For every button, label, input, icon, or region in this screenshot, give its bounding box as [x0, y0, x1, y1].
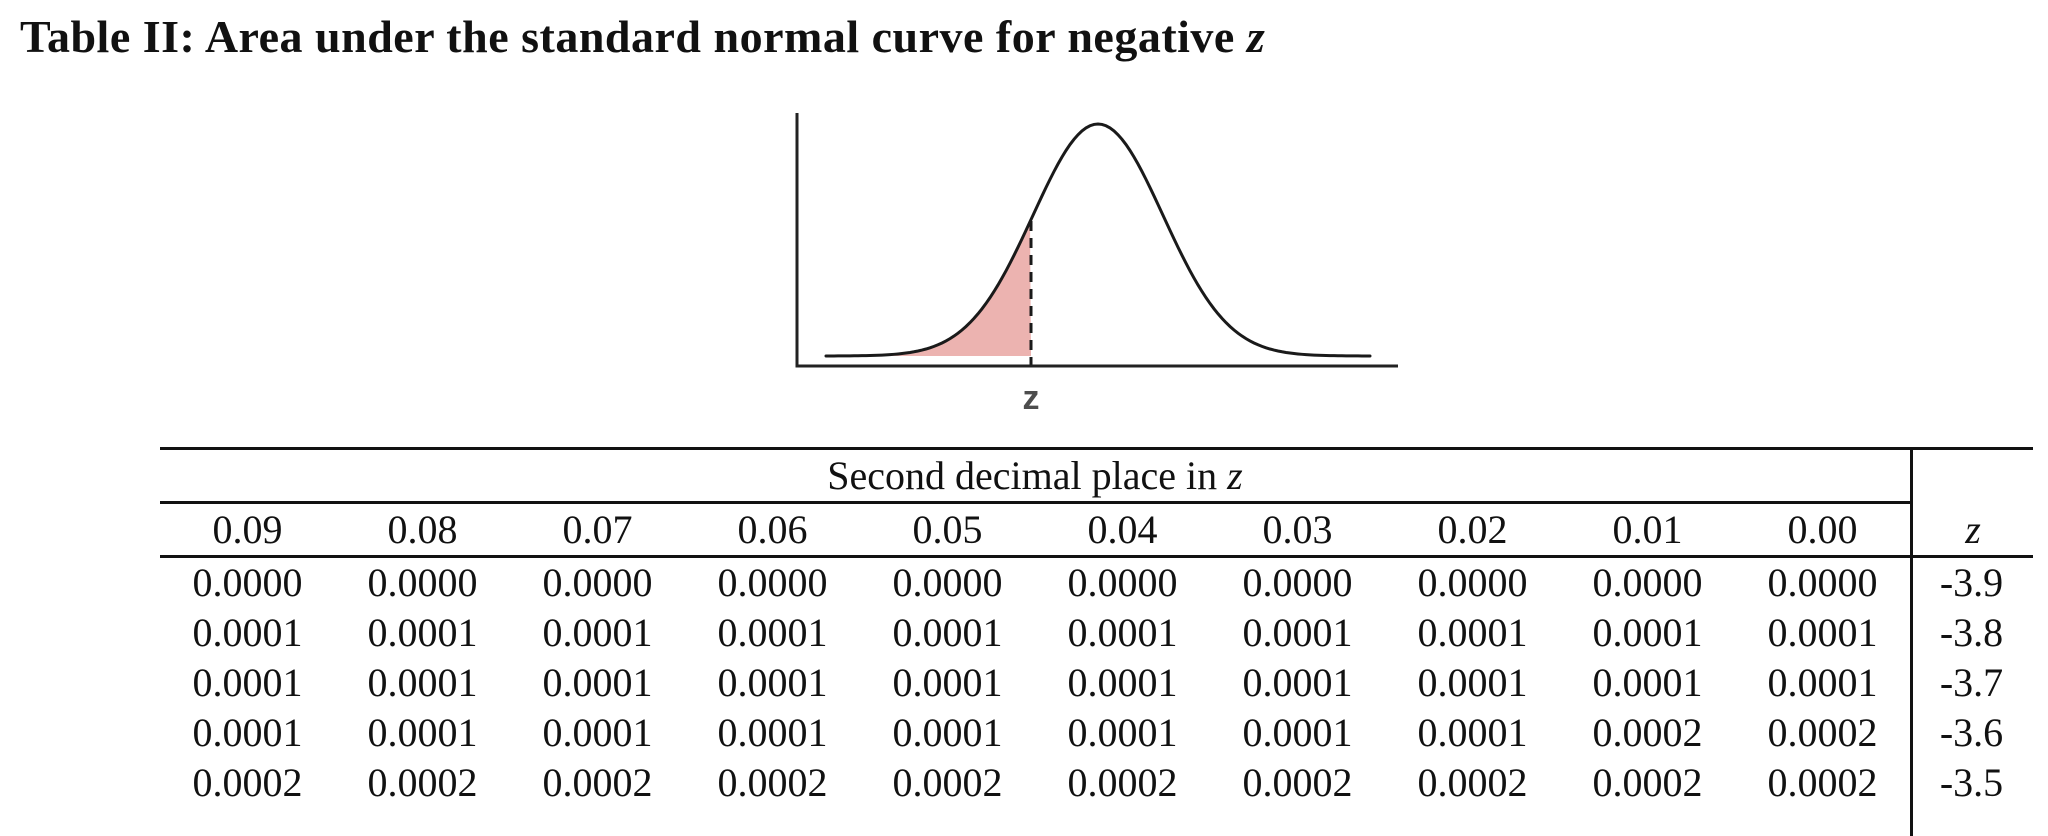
table-cell: 0.0001 [1242, 660, 1353, 705]
table-cell: 0.0001 [717, 710, 828, 755]
page-title: Table II: Area under the standard normal… [20, 11, 1266, 63]
table-body: 0.0000 0.0000 0.0000 0.0000 0.0000 0.0000 0.00… [160, 558, 2033, 808]
col-header: 0.01 [1612, 507, 1683, 552]
table-cell: 0.0001 [1767, 610, 1878, 655]
header-bottom-rule [160, 555, 2033, 558]
z-value-cell: -3.8 [1939, 610, 2004, 655]
col-header: 0.08 [387, 507, 458, 552]
col-header: 0.00 [1787, 507, 1858, 552]
table-cell: 0.0001 [192, 660, 303, 705]
table-cell: 0.0002 [192, 760, 303, 805]
z-value-cell: -3.7 [1939, 660, 2004, 705]
table-top-rule [160, 447, 2033, 450]
table-cell: 0.0002 [1417, 760, 1528, 805]
z-value-cell: -3.6 [1939, 710, 2004, 755]
table-row: 0.0001 0.0001 0.0001 0.0001 0.0001 0.0001 0.00… [160, 608, 2033, 658]
table-cell: 0.0001 [1242, 610, 1353, 655]
column-header-row: 0.09 0.08 0.07 0.06 0.05 0.04 0.03 0.02 0.01 0.00 [160, 504, 1910, 555]
table-cell: 0.0002 [1592, 710, 1703, 755]
table-cell: 0.0000 [1592, 560, 1703, 605]
page-title-math-z: z [1246, 11, 1266, 62]
table-cell: 0.0001 [192, 710, 303, 755]
table-group-header: Second decimal place in z [160, 450, 1910, 501]
normal-curve [824, 122, 1372, 358]
table-cell: 0.0000 [367, 560, 478, 605]
table-cell: 0.0002 [1067, 760, 1178, 805]
z-marker-label: z [1023, 379, 1040, 417]
table-cell: 0.0001 [1242, 710, 1353, 755]
table-cell: 0.0001 [1592, 660, 1703, 705]
group-header-rule [160, 501, 1910, 504]
table-cell: 0.0001 [1067, 660, 1178, 705]
table-row: 0.0002 0.0002 0.0002 0.0002 0.0002 0.0002 0.00… [160, 758, 2033, 808]
table-cell: 0.0001 [892, 710, 1003, 755]
table-cell: 0.0001 [1417, 610, 1528, 655]
table-cell: 0.0001 [367, 610, 478, 655]
table-cell: 0.0002 [892, 760, 1003, 805]
col-header: 0.05 [912, 507, 983, 552]
table-cell: 0.0001 [1767, 660, 1878, 705]
group-header-text: Second decimal place in [827, 453, 1228, 498]
table-cell: 0.0001 [892, 660, 1003, 705]
table-cell: 0.0001 [192, 610, 303, 655]
table-cell: 0.0001 [1067, 710, 1178, 755]
group-header-math-z: z [1227, 453, 1243, 498]
table-row: 0.0001 0.0001 0.0001 0.0001 0.0001 0.0001 0.00… [160, 708, 2033, 758]
z-value-cell: -3.9 [1939, 560, 2004, 605]
table-cell: 0.0001 [367, 660, 478, 705]
normal-curve-figure: z [795, 113, 1398, 417]
col-header: 0.07 [562, 507, 633, 552]
table-cell: 0.0002 [1242, 760, 1353, 805]
table-cell: 0.0001 [1417, 660, 1528, 705]
col-header: 0.02 [1437, 507, 1508, 552]
table-cell: 0.0001 [717, 610, 828, 655]
col-header: 0.06 [737, 507, 808, 552]
table-cell: 0.0001 [1067, 610, 1178, 655]
z-column-header: z [1965, 507, 1981, 552]
table-cell: 0.0001 [1417, 710, 1528, 755]
table-cell: 0.0001 [892, 610, 1003, 655]
table-cell: 0.0001 [542, 610, 653, 655]
table-cell: 0.0000 [192, 560, 303, 605]
page-title-text: Table II: Area under the standard normal… [20, 11, 1247, 62]
col-header: 0.09 [212, 507, 283, 552]
z-table: Second decimal place in z 0.09 0.08 0.07 0.… [160, 447, 2033, 836]
table-cell: 0.0002 [542, 760, 653, 805]
table-cell: 0.0001 [367, 710, 478, 755]
table-cell: 0.0001 [542, 710, 653, 755]
table-row: 0.0001 0.0001 0.0001 0.0001 0.0001 0.0001 0.00… [160, 658, 2033, 708]
table-cell: 0.0002 [1767, 760, 1878, 805]
col-header: 0.03 [1262, 507, 1333, 552]
table-cell: 0.0001 [542, 660, 653, 705]
table-cell: 0.0000 [1067, 560, 1178, 605]
z-column-separator [1910, 447, 1913, 836]
table-cell: 0.0002 [1767, 710, 1878, 755]
table-cell: 0.0000 [1767, 560, 1878, 605]
table-cell: 0.0001 [1592, 610, 1703, 655]
table-cell: 0.0002 [1592, 760, 1703, 805]
table-cell: 0.0000 [1242, 560, 1353, 605]
table-cell: 0.0002 [367, 760, 478, 805]
shaded-left-tail-region [826, 221, 1031, 356]
table-row: 0.0000 0.0000 0.0000 0.0000 0.0000 0.0000 0.00… [160, 558, 2033, 608]
table-cell: 0.0000 [717, 560, 828, 605]
table-cell: 0.0000 [892, 560, 1003, 605]
col-header: 0.04 [1087, 507, 1158, 552]
table-cell: 0.0000 [542, 560, 653, 605]
table-cell: 0.0002 [717, 760, 828, 805]
table-cell: 0.0001 [717, 660, 828, 705]
z-value-cell: -3.5 [1939, 760, 2004, 805]
table-cell: 0.0000 [1417, 560, 1528, 605]
